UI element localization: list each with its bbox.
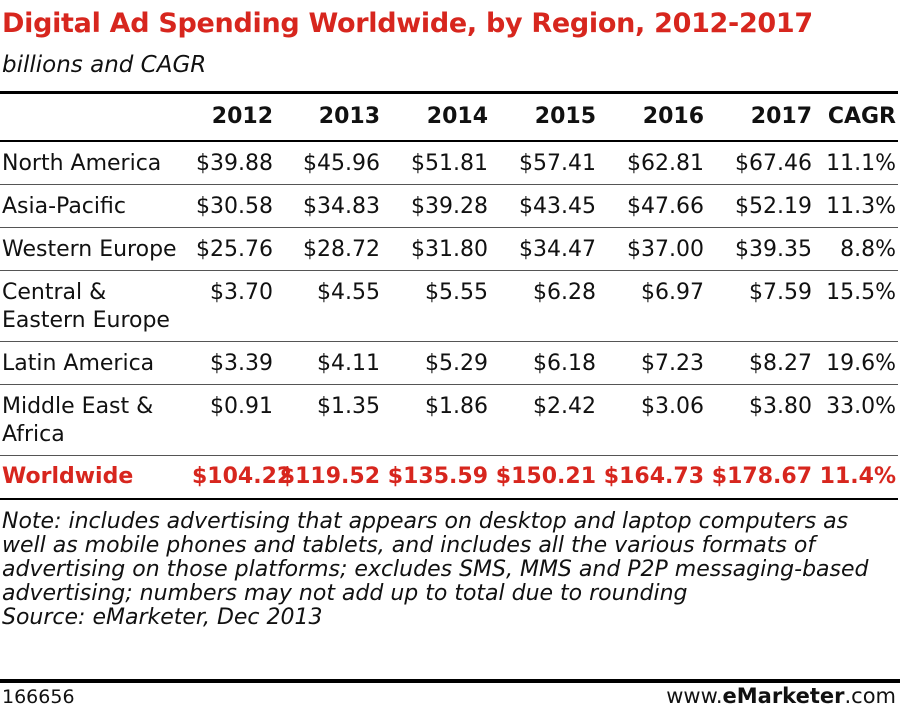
cell: $3.80 [706,384,814,456]
table-row: Asia-Pacific $30.58 $34.83 $39.28 $43.45 $47.… [0,184,898,228]
cell: $4.11 [275,341,382,385]
table-row: Middle East & Africa $0.91 $1.35 $1.86 $2.42… [0,384,898,456]
cell: 19.6% [814,341,898,385]
cell: $1.86 [382,384,490,456]
cell: $39.35 [706,227,814,271]
cell: $6.18 [490,341,598,385]
cell: $3.06 [598,384,706,456]
site: www.eMarketer.com [666,684,896,708]
subtitle: billions and CAGR [2,52,207,78]
table-row: Western Europe $25.76 $28.72 $31.80 $34.47 $3… [0,227,898,271]
cell: $1.35 [275,384,382,456]
cell: $0.91 [190,384,275,456]
table-body: North America $39.88 $45.96 $51.81 $57.41 $62… [0,141,898,500]
cell: $4.55 [275,270,382,342]
row-label: Central & Eastern Europe [0,270,190,342]
column-header: 2014 [382,92,490,142]
chart-id: 166656 [2,686,75,708]
column-header: 2016 [598,92,706,142]
cell: $7.23 [598,341,706,385]
row-label: North America [0,141,190,185]
cell: $8.27 [706,341,814,385]
data-table: 2012 2013 2014 2015 2016 2017 CAGR North Ameri… [0,91,898,500]
header-row: 2012 2013 2014 2015 2016 2017 CAGR [0,92,898,142]
cell: $67.46 [706,141,814,185]
cell: $25.76 [190,227,275,271]
site-brand: eMarketer [722,684,845,708]
cell: $37.00 [598,227,706,271]
cell: $28.72 [275,227,382,271]
table-row: Latin America $3.39 $4.11 $5.29 $6.18 $7.23 $8… [0,341,898,385]
row-label: Western Europe [0,227,190,271]
cell: $39.88 [190,141,275,185]
cell: $51.81 [382,141,490,185]
cell: $6.28 [490,270,598,342]
cell: $34.83 [275,184,382,228]
source: Source: eMarketer, Dec 2013 [2,605,323,630]
cell: $52.19 [706,184,814,228]
column-header: 2015 [490,92,598,142]
cell: $135.59 [382,455,490,500]
title: Digital Ad Spending Worldwide, by Region… [2,8,813,39]
cell: $5.55 [382,270,490,342]
site-prefix: www. [666,684,723,708]
cell: $30.58 [190,184,275,228]
cell: $119.52 [275,455,382,500]
column-header: 2012 [190,92,275,142]
cell: $43.45 [490,184,598,228]
cell: $62.81 [598,141,706,185]
column-header: CAGR [814,92,898,142]
column-header: 2017 [706,92,814,142]
column-header: 2013 [275,92,382,142]
note: Note: includes advertising that appears … [2,509,869,606]
table-row: Central & Eastern Europe $3.70 $4.55 $5.55 $… [0,270,898,342]
cell: $3.70 [190,270,275,342]
row-label: Latin America [0,341,190,385]
cell: $5.29 [382,341,490,385]
cell: $31.80 [382,227,490,271]
cell: $47.66 [598,184,706,228]
row-label: Asia-Pacific [0,184,190,228]
cell: $150.21 [490,455,598,500]
notes: Note: includes advertising that appears … [2,510,892,630]
header-blank [0,92,190,142]
total-row: Worldwide $104.22 $119.52 $135.59 $150.21 $16… [0,455,898,500]
table-row: North America $39.88 $45.96 $51.81 $57.41 $62… [0,141,898,185]
cell: 11.3% [814,184,898,228]
cell: $178.67 [706,455,814,500]
rule [0,679,900,683]
cell: $6.97 [598,270,706,342]
cell: 15.5% [814,270,898,342]
cell: $39.28 [382,184,490,228]
row-label: Middle East & Africa [0,384,190,456]
cell: $34.47 [490,227,598,271]
cell: 8.8% [814,227,898,271]
cell: $164.73 [598,455,706,500]
site-suffix: .com [844,684,896,708]
cell: 11.4% [814,455,898,500]
cell: $57.41 [490,141,598,185]
cell: 11.1% [814,141,898,185]
cell: $7.59 [706,270,814,342]
cell: $45.96 [275,141,382,185]
cell: $2.42 [490,384,598,456]
cell: $104.22 [190,455,292,500]
cell: $3.39 [190,341,275,385]
cell: 33.0% [814,384,898,456]
row-label: Worldwide [0,455,190,500]
